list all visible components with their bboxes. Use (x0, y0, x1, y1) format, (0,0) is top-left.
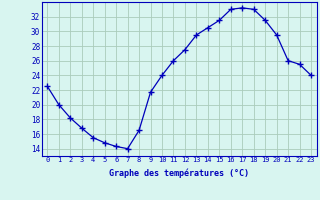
X-axis label: Graphe des températures (°C): Graphe des températures (°C) (109, 169, 249, 178)
